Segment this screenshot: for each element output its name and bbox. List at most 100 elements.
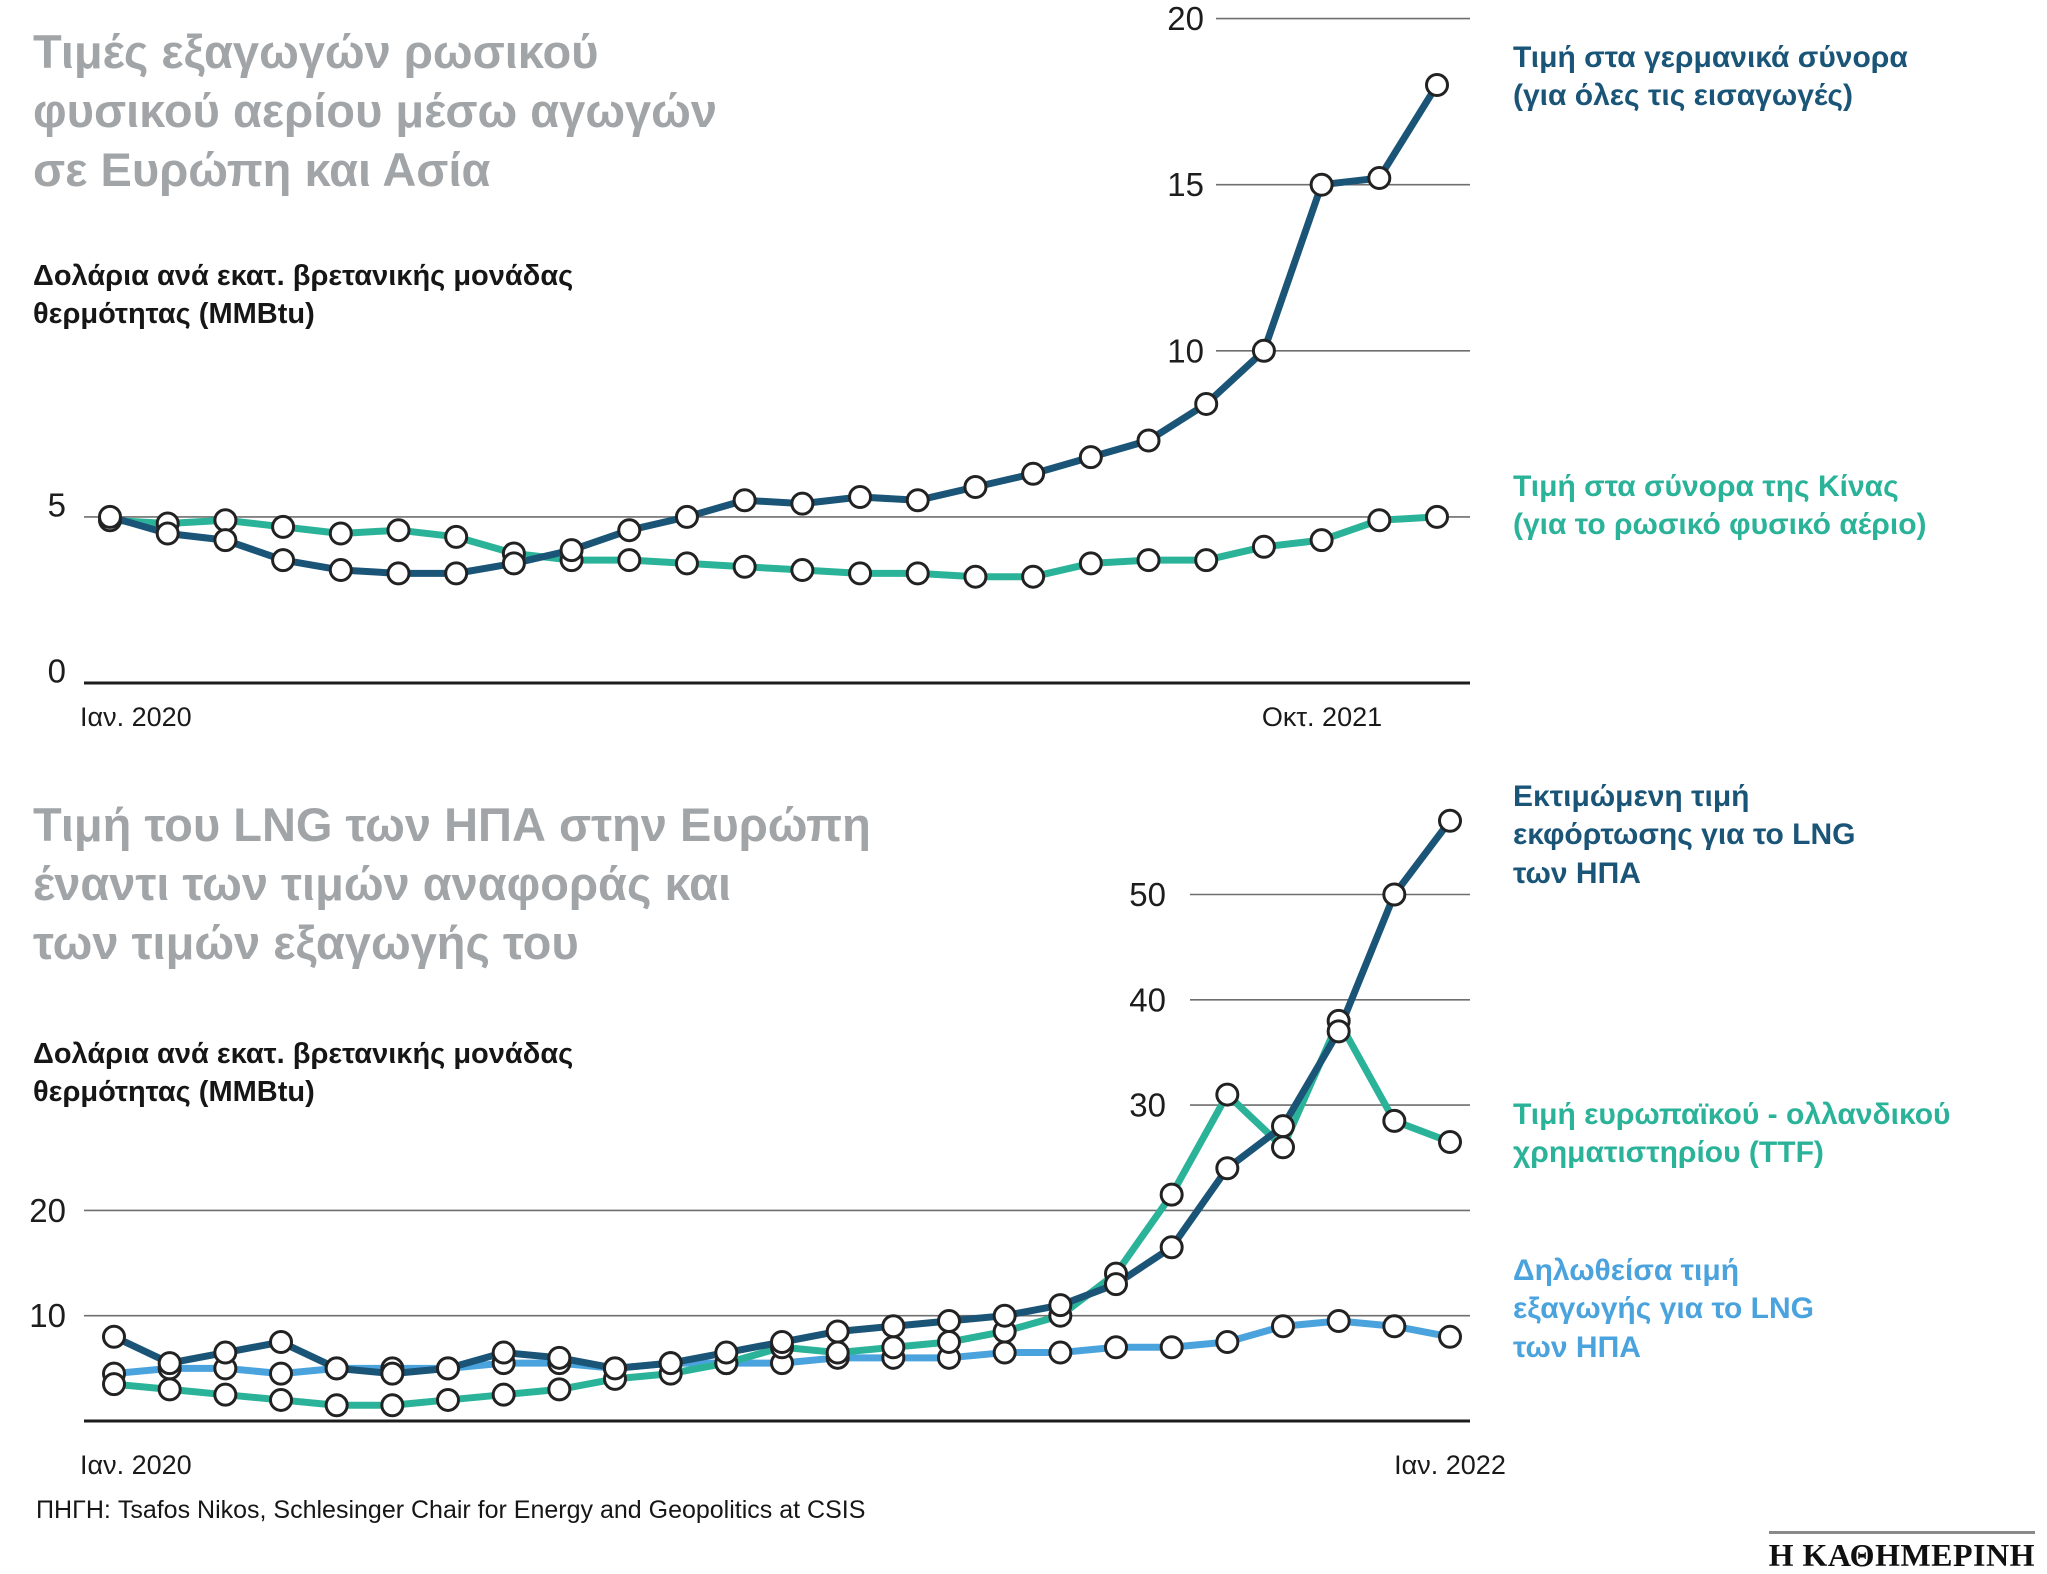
marker-us-lng-export — [1104, 1335, 1128, 1360]
marker-german-border — [98, 504, 122, 529]
marker-us-lng-delivered — [547, 1345, 572, 1370]
marker-us-lng-delivered — [1048, 1293, 1073, 1318]
bottom-x-axis-start-label: Ιαν. 2020 — [80, 1450, 192, 1480]
marker-us-lng-export — [1048, 1340, 1073, 1365]
legend-line: εξαγωγής για το LNG — [1513, 1292, 1814, 1326]
marker-us-lng-delivered — [102, 1324, 126, 1349]
legend-line: Τιμή στα σύνορα της Κίνας — [1513, 470, 1899, 503]
legend-line: Τιμή ευρωπαϊκού - ολλανδικού — [1513, 1098, 1951, 1131]
marker-china-border — [963, 564, 988, 589]
logo-text: Η ΚΑΘΗΜΕΡΙΝΗ — [1768, 1537, 2035, 1573]
legend-line: εκφόρτωσης για το LNG — [1513, 818, 1856, 852]
marker-us-lng-delivered — [1215, 1156, 1240, 1181]
marker-ttf — [1382, 1108, 1407, 1133]
marker-german-border — [1194, 391, 1219, 416]
legend-line: των ΗΠΑ — [1513, 1330, 1641, 1364]
marker-german-border — [848, 484, 873, 509]
y-tick-label: 20 — [1167, 0, 1204, 37]
marker-us-lng-delivered — [1271, 1114, 1295, 1139]
marker-german-border — [328, 558, 353, 583]
marker-ttf — [269, 1387, 293, 1412]
marker-us-lng-export — [269, 1361, 293, 1386]
marker-us-lng-delivered — [491, 1340, 516, 1365]
legend-us-lng-delivered: Εκτιμώμενη τιμή εκφόρτωσης για το LNG τω… — [1513, 778, 2047, 893]
marker-german-border — [732, 488, 757, 513]
marker-china-border — [1367, 508, 1392, 533]
top-x-axis-end-label: Οκτ. 2021 — [1261, 702, 1383, 732]
marker-us-lng-export — [1382, 1314, 1407, 1339]
legend-line: Εκτιμώμενη τιμή — [1513, 780, 1750, 813]
marker-china-border — [617, 548, 642, 573]
marker-german-border — [386, 561, 411, 586]
marker-german-border — [444, 561, 469, 586]
legend-german-border: Τιμή στα γερμανικά σύνορα (για όλες τις … — [1513, 39, 2047, 116]
marker-china-border — [386, 518, 411, 543]
subtitle-line: Δολάρια ανά εκατ. βρετανικής μονάδας — [33, 260, 574, 292]
logo-divider — [1768, 1531, 2035, 1534]
marker-china-border — [1425, 504, 1449, 529]
y-tick-label: 30 — [1129, 1087, 1166, 1124]
marker-us-lng-export — [992, 1340, 1017, 1365]
legend-line: (για το ρωσικό φυσικό αέριο) — [1513, 508, 1927, 542]
legend-line: χρηματιστηρίου (TTF) — [1513, 1136, 1824, 1170]
marker-german-border — [155, 521, 180, 546]
marker-us-lng-delivered — [1159, 1235, 1184, 1260]
marker-german-border — [1136, 428, 1161, 453]
bottom-chart-subtitle: Δολάρια ανά εκατ. βρετανικής μονάδας θερ… — [33, 1036, 573, 1111]
bottom-x-axis-end-label: Ιαν. 2022 — [1394, 1450, 1506, 1480]
bottom-chart-plot: 20 10 50 40 30 — [29, 808, 1470, 1423]
marker-us-lng-delivered — [1438, 808, 1462, 833]
title-line: σε Ευρώπη και Ασία — [33, 143, 491, 197]
marker-china-border — [213, 508, 238, 533]
marker-us-lng-delivered — [714, 1340, 739, 1365]
subtitle-line: θερμότητας (MMBtu) — [33, 1075, 315, 1108]
marker-german-border — [1309, 172, 1334, 197]
marker-us-lng-delivered — [770, 1330, 794, 1355]
marker-china-border — [1021, 564, 1046, 589]
marker-us-lng-delivered — [1104, 1272, 1128, 1297]
subtitle-line: Δολάρια ανά εκατ. βρετανικής μονάδας — [33, 1038, 574, 1070]
legend-line: Τιμή στα γερμανικά σύνορα — [1513, 41, 1908, 74]
marker-us-lng-delivered — [157, 1351, 182, 1376]
marker-ttf — [1159, 1182, 1184, 1207]
marker-ttf — [380, 1393, 405, 1418]
marker-german-border — [963, 475, 988, 500]
marker-us-lng-delivered — [825, 1319, 850, 1344]
marker-german-border — [1021, 461, 1046, 486]
marker-german-border — [790, 491, 815, 516]
marker-german-border — [559, 538, 584, 563]
marker-german-border — [501, 551, 526, 576]
marker-german-border — [271, 548, 296, 573]
marker-ttf — [1438, 1129, 1462, 1154]
marker-ttf — [1215, 1082, 1240, 1107]
y-tick-label: 50 — [1129, 876, 1166, 913]
legend-line: Δηλωθείσα τιμή — [1513, 1254, 1740, 1287]
title-line: των τιμών εξαγωγής του — [33, 916, 579, 970]
marker-ttf — [825, 1340, 850, 1365]
marker-us-lng-export — [1215, 1330, 1240, 1355]
marker-china-border — [732, 554, 757, 579]
marker-china-border — [674, 551, 699, 576]
marker-china-border — [1136, 548, 1161, 573]
marker-us-lng-delivered — [992, 1303, 1017, 1328]
marker-us-lng-export — [1271, 1314, 1295, 1339]
bottom-chart-title: Τιμή του LNG των ΗΠΑ στην Ευρώπη έναντι … — [33, 795, 871, 973]
y-tick-label: 10 — [1167, 332, 1204, 369]
marker-china-border — [328, 521, 353, 546]
marker-us-lng-export — [1326, 1308, 1351, 1333]
top-chart-plot: 5 0 20 15 10 — [48, 0, 1470, 690]
marker-german-border — [1367, 166, 1392, 191]
marker-german-border — [1425, 73, 1449, 98]
marker-german-border — [1251, 338, 1276, 363]
kathimerini-logo: Η ΚΑΘΗΜΕΡΙΝΗ — [1768, 1531, 2035, 1573]
subtitle-line: θερμότητας (MMBtu) — [33, 297, 315, 330]
marker-china-border — [444, 524, 469, 549]
legend-china-border: Τιμή στα σύνορα της Κίνας (για το ρωσικό… — [1513, 468, 2047, 545]
marker-us-lng-delivered — [658, 1351, 683, 1376]
y-tick-label: 40 — [1129, 981, 1166, 1018]
y-tick-label: 15 — [1167, 166, 1204, 203]
marker-us-lng-delivered — [1382, 882, 1407, 907]
marker-us-lng-delivered — [436, 1356, 460, 1381]
marker-us-lng-delivered — [269, 1330, 293, 1355]
